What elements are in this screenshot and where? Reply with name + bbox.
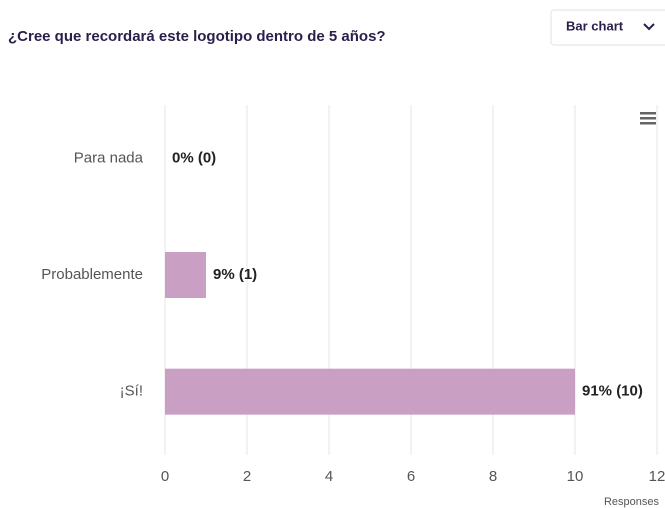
chart-type-dropdown[interactable] (550, 9, 665, 46)
x-tick-label: 8 (489, 468, 497, 485)
x-tick-label: 0 (161, 468, 169, 485)
x-tick-label: 10 (567, 468, 584, 485)
menu-bar[interactable] (640, 122, 656, 125)
value-label: 91% (10) (582, 383, 643, 400)
menu-bar[interactable] (640, 117, 656, 120)
y-tick-label: ¡Sí! (120, 383, 143, 400)
y-tick-label: Probablemente (41, 266, 143, 283)
menu-bar[interactable] (640, 112, 656, 115)
y-tick-label: Para nada (74, 149, 144, 166)
x-tick-label: 12 (649, 468, 665, 485)
dropdown-chevron[interactable] (643, 23, 655, 31)
bar (165, 252, 206, 298)
question-title: ¿Cree que recordará este logotipo dentro… (8, 28, 386, 45)
x-tick-label: 6 (407, 468, 415, 485)
value-label: 0% (0) (172, 149, 216, 166)
x-axis-label: Responses (604, 496, 660, 508)
bar (165, 368, 575, 415)
dropdown-label[interactable]: Bar chart (566, 18, 624, 33)
x-tick-label: 2 (243, 468, 251, 485)
value-label: 9% (1) (213, 266, 257, 283)
x-tick-label: 4 (325, 468, 333, 485)
chart-menu-icon[interactable] (640, 112, 656, 125)
